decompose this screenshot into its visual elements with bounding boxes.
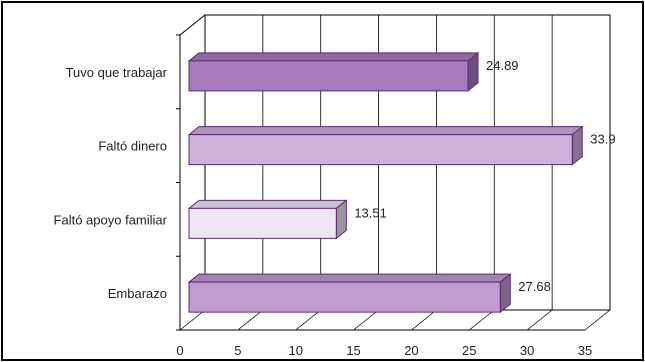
bar-falto-apoyo-familiar: [187, 199, 348, 240]
floor-line: [353, 309, 379, 331]
bar-falto-dinero: [187, 125, 584, 166]
bar-embarazo: [187, 273, 512, 314]
x-tick-label: 5: [234, 343, 241, 358]
bar-front: [188, 134, 573, 166]
x-tick-labels: 0 5 10 15 20 25 30 35: [176, 343, 592, 358]
x-tick-label: 30: [520, 343, 534, 358]
category-axis: [176, 14, 206, 331]
category-label-falto-dinero: Faltó dinero: [98, 139, 167, 154]
floor-line: [469, 309, 495, 331]
floor-line: [237, 309, 264, 331]
x-tick-label: 15: [346, 343, 360, 358]
bar-top: [187, 273, 512, 283]
floor-line: [411, 309, 437, 331]
bars: [187, 51, 584, 314]
data-label-tuvo-que-trabajar: 24.89: [486, 58, 519, 73]
bar-front: [188, 207, 337, 239]
x-tick-label: 0: [176, 343, 183, 358]
data-label-falto-dinero: 33.9: [590, 132, 615, 147]
bar-top: [187, 126, 584, 136]
x-tick-label: 20: [404, 343, 418, 358]
category-labels: Tuvo que trabajar Faltó dinero Faltó apoyo…: [54, 65, 168, 301]
data-labels: 24.89 33.9 13.51 27.68: [354, 58, 615, 294]
category-label-embarazo: Embarazo: [108, 286, 167, 301]
bar-tuvo-que-trabajar: [187, 51, 480, 92]
floor-line: [526, 309, 553, 331]
axis-top-edge: [179, 14, 206, 36]
bar-front: [188, 60, 469, 92]
data-label-falto-apoyo-familiar: 13.51: [354, 205, 387, 220]
bar-top: [187, 52, 480, 62]
category-label-tuvo-que-trabajar: Tuvo que trabajar: [66, 65, 168, 80]
bar-top: [187, 199, 348, 209]
data-label-embarazo: 27.68: [518, 279, 551, 294]
category-label-falto-apoyo-familiar: Faltó apoyo familiar: [54, 212, 168, 227]
floor-line: [295, 309, 321, 331]
floor-line: [584, 309, 611, 331]
x-tick-label: 35: [578, 343, 592, 358]
x-tick-label: 25: [462, 343, 476, 358]
bar-front: [188, 281, 501, 313]
x-tick-label: 10: [288, 343, 302, 358]
floor-line: [179, 309, 206, 331]
